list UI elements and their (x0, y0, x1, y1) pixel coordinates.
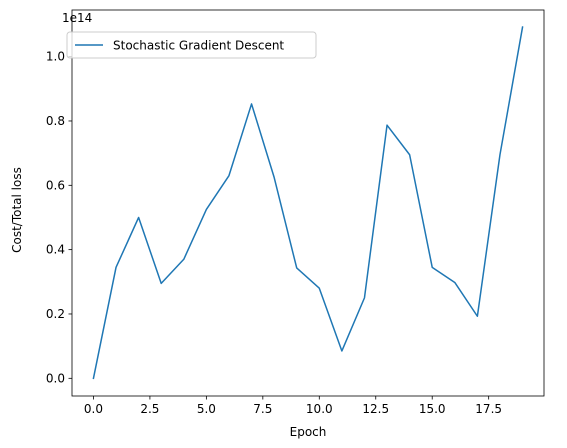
y-tick-label: 0.8 (46, 114, 65, 128)
legend-label-sgd: Stochastic Gradient Descent (113, 39, 284, 53)
axes-frame (71, 9, 545, 397)
x-tick-label: 5.0 (197, 402, 216, 416)
series-line-0 (92, 26, 524, 380)
y-tick-label: 0.2 (46, 307, 65, 321)
x-tick-label: 10.0 (306, 402, 333, 416)
y-tick-label: 0.4 (46, 243, 65, 257)
x-tick-label: 17.5 (475, 402, 502, 416)
y-offset-label: 1e14 (62, 11, 92, 25)
y-tick-label: 1.0 (46, 50, 65, 64)
y-tick-label: 0.6 (46, 178, 65, 192)
y-axis-title: Cost/Total loss (10, 167, 24, 253)
legend: Stochastic Gradient Descent (66, 31, 317, 59)
legend-box (66, 31, 317, 59)
x-tick-label: 7.5 (253, 402, 272, 416)
x-tick-label: 2.5 (140, 402, 159, 416)
y-tick-label: 0.0 (46, 371, 65, 385)
x-tick-label: 0.0 (84, 402, 103, 416)
x-tick-label: 15.0 (419, 402, 446, 416)
x-tick-label: 12.5 (362, 402, 389, 416)
x-axis-title: Epoch (290, 425, 327, 439)
plot-area: 0.0 2.5 5.0 7.5 10.0 12.5 15.0 17.5 0.0 0.2 0.4 0.6… (46, 9, 545, 416)
